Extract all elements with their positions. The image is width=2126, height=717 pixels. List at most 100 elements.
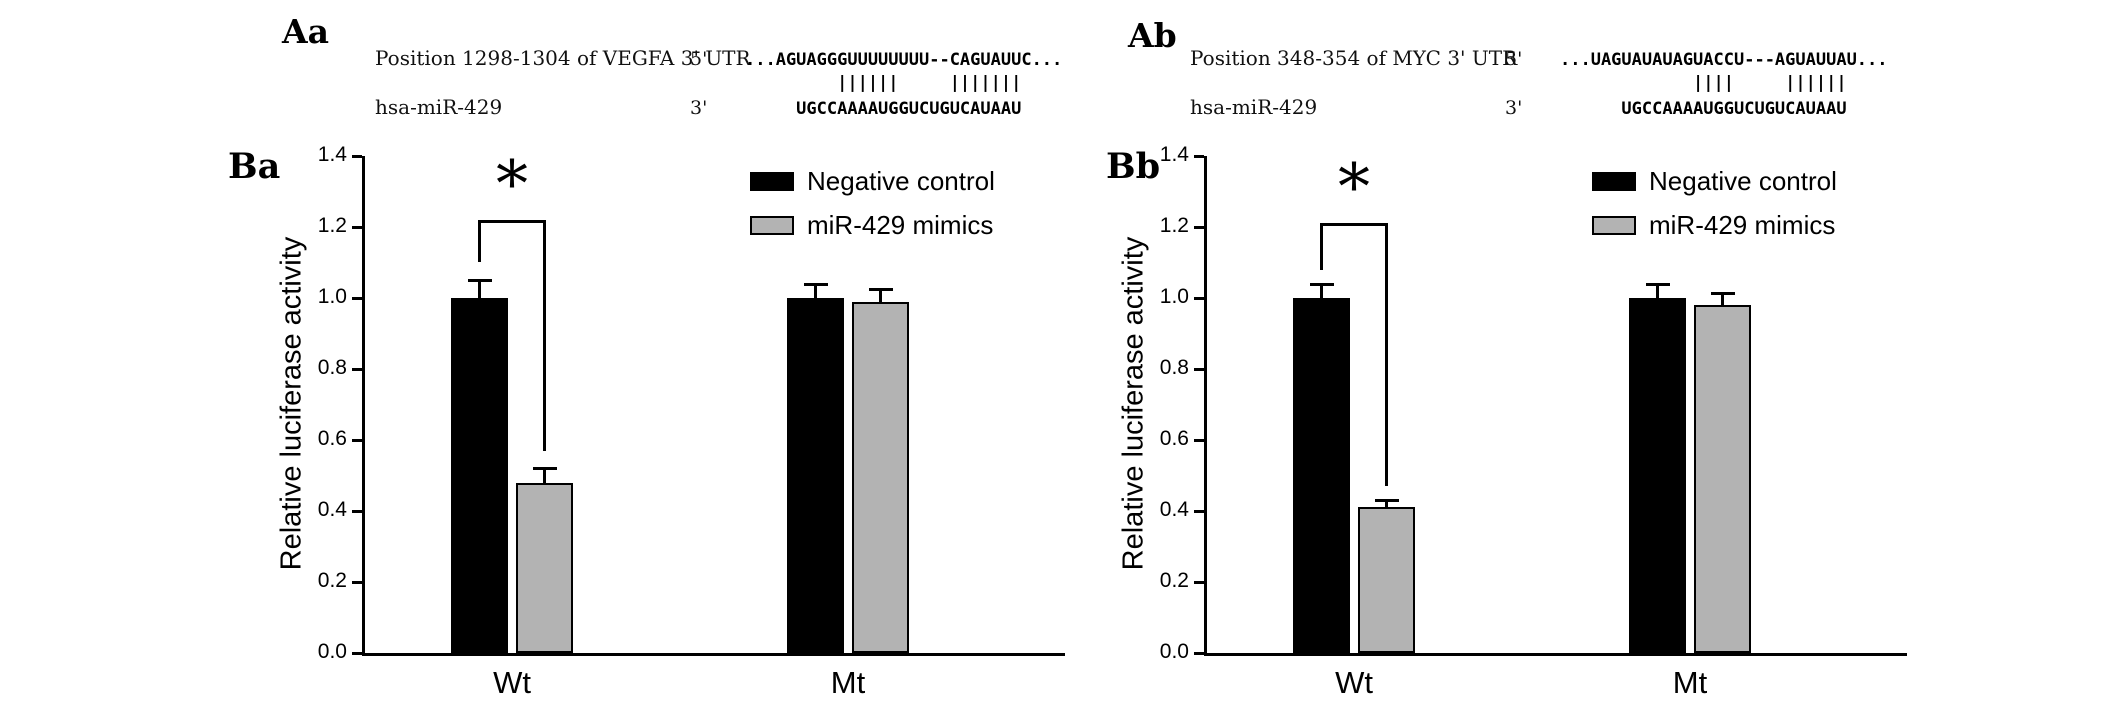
y-axis-tick xyxy=(352,510,362,513)
significance-asterisk: * xyxy=(496,147,528,222)
legend-item: miR-429 mimics xyxy=(1592,210,1837,241)
panel-label-Aa: Aa xyxy=(282,12,329,51)
bar-negative-control-wt xyxy=(1293,298,1350,653)
legend-swatch xyxy=(1592,172,1636,191)
x-category-label: Wt xyxy=(493,665,531,700)
legend-label: Negative control xyxy=(807,166,995,196)
five-prime-label-Aa: 5' xyxy=(690,48,708,70)
error-bar-line xyxy=(543,468,546,483)
sig-bracket-left xyxy=(478,219,481,263)
significance-asterisk: * xyxy=(1338,151,1370,226)
legend: Negative control miR-429 mimics xyxy=(750,166,995,254)
utr-position-text-Aa: Position 1298-1304 of VEGFA 3' UTR xyxy=(375,46,751,70)
legend-swatch xyxy=(1592,216,1636,235)
y-axis-tick xyxy=(352,581,362,584)
x-axis-line xyxy=(362,653,1065,656)
y-tick-label: 1.4 xyxy=(317,143,347,166)
panel-label-Ba: Ba xyxy=(228,146,281,187)
y-axis-tick xyxy=(352,226,362,229)
y-axis-tick xyxy=(352,297,362,300)
y-tick-label: 0.8 xyxy=(1159,356,1189,379)
y-tick-label: 1.0 xyxy=(1159,285,1189,308)
x-axis-line xyxy=(1204,653,1907,656)
legend-item: Negative control xyxy=(1592,166,1837,197)
sig-bracket-left xyxy=(1320,223,1323,270)
x-category-label: Mt xyxy=(830,665,866,700)
error-bar-cap xyxy=(1710,291,1735,295)
error-bar-cap xyxy=(1309,282,1334,286)
pairing-bars-Aa: |||||| ||||||| xyxy=(745,73,1022,93)
three-prime-label-Ab: 3' xyxy=(1505,97,1523,119)
y-tick-label: 1.2 xyxy=(317,214,347,237)
y-tick-label: 1.4 xyxy=(1159,143,1189,166)
sig-bracket-right xyxy=(1385,223,1388,487)
y-tick-label: 0.6 xyxy=(317,427,347,450)
y-tick-label: 0.8 xyxy=(317,356,347,379)
sig-bracket-top xyxy=(1320,223,1388,227)
error-bar-cap xyxy=(467,279,492,283)
y-axis-tick xyxy=(1194,652,1204,655)
bar-negative-control-wt xyxy=(451,298,508,653)
y-axis-tick xyxy=(352,652,362,655)
y-axis-tick xyxy=(1194,155,1204,158)
panel-label-Bb: Bb xyxy=(1106,146,1161,187)
y-axis-title: Relative luciferase activity xyxy=(275,236,308,570)
y-axis-line xyxy=(1204,156,1207,656)
target-sequence-Ab: ...UAGUAUAUAGUACCU---AGUAUUAU... xyxy=(1560,50,1888,70)
pairing-bars-Ab: |||| |||||| xyxy=(1560,73,1847,93)
error-bar-cap xyxy=(868,288,893,292)
legend-swatch xyxy=(750,172,794,191)
y-axis-tick xyxy=(1194,439,1204,442)
y-axis-tick xyxy=(1194,226,1204,229)
y-tick-label: 0.0 xyxy=(1159,640,1189,663)
error-bar-line xyxy=(1721,292,1724,306)
x-category-label: Wt xyxy=(1335,665,1373,700)
y-tick-label: 0.2 xyxy=(317,569,347,592)
alignment-panel-Aa: Position 1298-1304 of VEGFA 3' UTR 5' ..… xyxy=(375,46,1062,121)
mirna-sequence-Ab: UGCCAAAAUGGUCUGUCAUAAU xyxy=(1560,99,1847,119)
y-axis-tick xyxy=(352,439,362,442)
y-axis-title: Relative luciferase activity xyxy=(1117,236,1150,570)
y-axis-line xyxy=(362,156,365,656)
sig-bracket-right xyxy=(543,219,546,451)
y-tick-label: 0.2 xyxy=(1159,569,1189,592)
bar-mir-429-mimics-mt xyxy=(852,301,909,653)
legend-label: Negative control xyxy=(1649,166,1837,196)
error-bar-line xyxy=(1656,283,1659,298)
y-axis-tick xyxy=(1194,368,1204,371)
bar-negative-control-mt xyxy=(1629,298,1686,653)
legend-swatch xyxy=(750,216,794,235)
error-bar-cap xyxy=(803,282,828,286)
x-category-label: Mt xyxy=(1672,665,1708,700)
three-prime-label-Aa: 3' xyxy=(690,97,708,119)
bar-mir-429-mimics-wt xyxy=(516,482,573,653)
y-axis-tick xyxy=(1194,510,1204,513)
error-bar-cap xyxy=(1645,282,1670,286)
error-bar-cap xyxy=(1374,499,1399,503)
error-bar-line xyxy=(814,283,817,298)
y-tick-label: 0.6 xyxy=(1159,427,1189,450)
mirna-name-Ab: hsa-miR-429 xyxy=(1190,95,1318,119)
legend-label: miR-429 mimics xyxy=(1649,210,1836,240)
target-sequence-Aa: ...AGUAGGGUUUUUUUU--CAGUAUUC... xyxy=(745,50,1063,70)
legend-item: Negative control xyxy=(750,166,995,197)
legend: Negative control miR-429 mimics xyxy=(1592,166,1837,254)
utr-position-text-Ab: Position 348-354 of MYC 3' UTR xyxy=(1190,46,1518,70)
error-bar-line xyxy=(1320,283,1323,298)
bar-mir-429-mimics-mt xyxy=(1694,305,1751,653)
mirna-name-Aa: hsa-miR-429 xyxy=(375,95,503,119)
error-bar-line xyxy=(478,280,481,298)
bar-chart-Ba: 0.0 0.2 0.4 0.6 0.8 1.0 1.2 1.4 Relative lucifer… xyxy=(270,140,1090,717)
y-tick-label: 0.4 xyxy=(1159,498,1189,521)
y-tick-label: 1.2 xyxy=(1159,214,1189,237)
bar-negative-control-mt xyxy=(787,298,844,653)
y-axis-tick xyxy=(1194,297,1204,300)
y-tick-label: 1.0 xyxy=(317,285,347,308)
mirna-sequence-Aa: UGCCAAAAUGGUCUGUCAUAAU xyxy=(745,99,1022,119)
y-tick-label: 0.4 xyxy=(317,498,347,521)
panel-label-Ab: Ab xyxy=(1128,16,1177,55)
y-axis-tick xyxy=(1194,581,1204,584)
y-axis-tick xyxy=(352,155,362,158)
bar-mir-429-mimics-wt xyxy=(1358,507,1415,653)
